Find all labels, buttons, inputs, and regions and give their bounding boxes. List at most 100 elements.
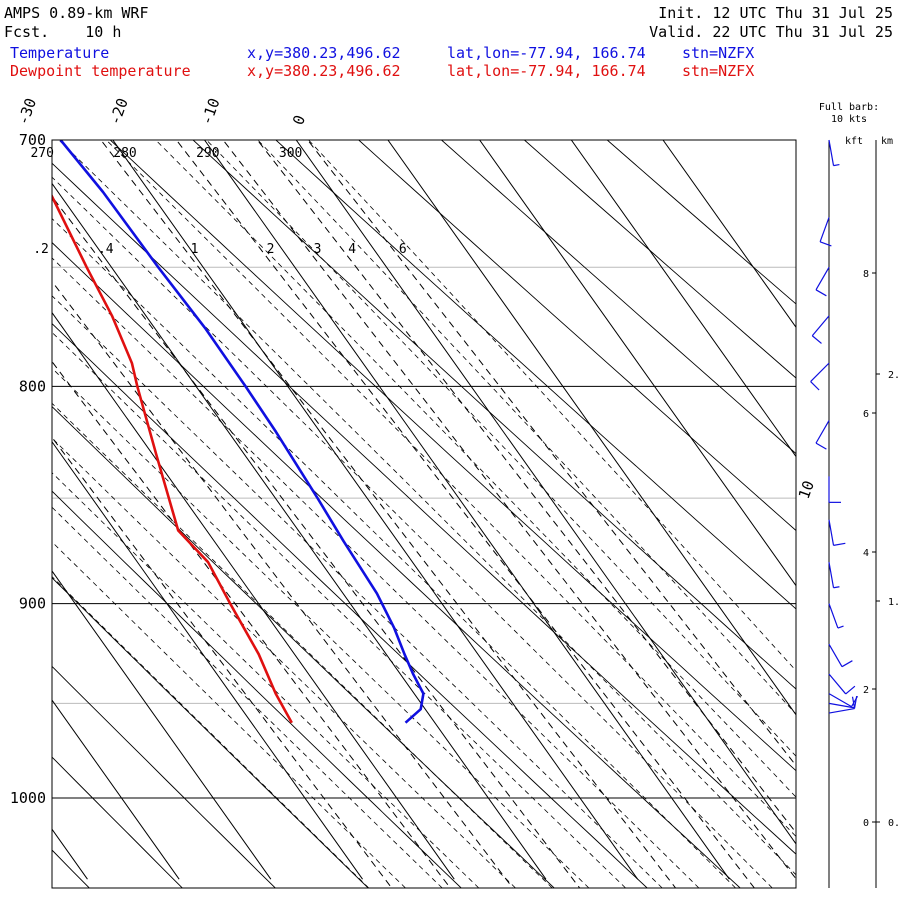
init-time: 12 UTC Thu 31 Jul 25 xyxy=(712,4,893,22)
wind-barb-feather xyxy=(837,625,844,629)
isotherm-label: 0 xyxy=(289,113,309,128)
dry-adiabat-line xyxy=(52,490,462,888)
dry-adiabat-label: 280 xyxy=(113,146,136,161)
kft-tick-label: 2 xyxy=(863,685,869,696)
km-tick-label: 2. xyxy=(888,370,900,381)
moist-adiabat-line xyxy=(205,140,796,757)
fcst-value: 10 h xyxy=(85,23,122,41)
pressure-tick-label: 1000 xyxy=(10,789,46,807)
moist-adiabat-line xyxy=(52,257,700,888)
moist-adiabat-line xyxy=(257,140,796,715)
isotherm-line xyxy=(112,140,639,880)
moist-adiabat-line xyxy=(52,218,736,888)
moist-adiabat-line xyxy=(52,295,663,888)
mixing-ratio-line xyxy=(175,140,755,888)
kft-tick-label: 4 xyxy=(863,548,869,559)
moist-adiabat-line xyxy=(58,140,796,876)
wind-barb-feather xyxy=(810,381,820,391)
wind-barb-feather xyxy=(833,586,840,589)
moist-adiabat-line xyxy=(52,437,516,888)
wind-barb-staff xyxy=(828,139,835,166)
moist-adiabat-line xyxy=(52,331,626,888)
mixing-ratio-label: 2 xyxy=(267,242,275,257)
moist-adiabat-line xyxy=(52,575,370,888)
wind-barb-staff xyxy=(828,707,855,714)
mixing-ratio-line xyxy=(307,140,796,767)
dry-adiabat-line xyxy=(52,577,369,888)
init-time-line: Init. 12 UTC Thu 31 Jul 25 xyxy=(658,4,893,22)
dry-adiabat-line xyxy=(440,140,796,455)
dry-adiabat-labels: 220230240250260270280290300 xyxy=(30,146,302,161)
dry-adiabat-line xyxy=(52,756,183,888)
isotherm-line xyxy=(52,182,547,880)
valid-time-line: Valid. 22 UTC Thu 31 Jul 25 xyxy=(649,23,893,41)
sounding-profiles xyxy=(52,140,425,724)
pressure-tick-label: 900 xyxy=(19,595,46,613)
pressure-tick-label: 800 xyxy=(19,377,46,395)
kft-tick-label: 6 xyxy=(863,409,869,420)
moist-adiabat-line xyxy=(155,140,796,798)
dry-adiabat-line xyxy=(52,665,276,888)
isotherm-line xyxy=(52,311,455,880)
wind-barb-feather xyxy=(854,695,858,708)
moist-adiabat-line xyxy=(52,506,443,888)
kft-axis-label: kft xyxy=(845,136,864,147)
legend-dewpoint-name: Dewpoint temperature xyxy=(10,62,191,80)
km-tick-label: 1. xyxy=(888,597,900,608)
isotherm-line xyxy=(52,699,180,880)
wind-barb-staff xyxy=(828,693,852,708)
pressure-axis: 700 800 900 1000 xyxy=(10,131,46,807)
legend-temperature-stn: stn=NZFX xyxy=(682,44,755,62)
wind-barb-feather xyxy=(819,241,832,247)
isotherm-label: -10 xyxy=(197,96,223,128)
mixing-ratio-label: 6 xyxy=(399,242,407,257)
dry-adiabat-line xyxy=(275,140,796,610)
isotherm-label: -20 xyxy=(106,96,132,128)
km-axis-label: km xyxy=(881,136,894,147)
dry-adiabat-label: 300 xyxy=(279,146,302,161)
isotherm-label: -30 xyxy=(14,96,40,128)
wind-barb-feather xyxy=(815,289,827,297)
wind-panel-title: Full barb: 10 kts xyxy=(818,102,880,126)
background-lines xyxy=(52,140,796,888)
valid-time: 22 UTC Thu 31 Jul 25 xyxy=(712,23,893,41)
legend-temperature-latlon: lat,lon=-77.94, 166.74 xyxy=(447,44,646,62)
wind-barb-staff xyxy=(810,362,830,382)
wind-barb-feather xyxy=(811,335,822,344)
isotherm-label: 10 xyxy=(795,478,818,501)
pressure-tick-label: 700 xyxy=(19,131,46,149)
wind-barb-staff xyxy=(819,217,830,243)
model-title: AMPS 0.89-km WRF xyxy=(4,4,149,22)
moist-adiabat-line xyxy=(52,176,773,888)
mixing-ratio-line xyxy=(222,140,796,880)
mixing-ratio-label: 4 xyxy=(348,242,356,257)
dry-adiabat-line xyxy=(52,323,648,888)
wind-barb-staff xyxy=(828,673,847,695)
kft-tick-label: 8 xyxy=(863,269,869,280)
legend-dewpoint-latlon: lat,lon=-77.94, 166.74 xyxy=(447,62,646,80)
wind-barb-feather xyxy=(815,442,827,450)
wind-barb-feather xyxy=(841,660,853,668)
wind-barb-staff xyxy=(828,643,843,667)
wind-barb-feather xyxy=(833,542,846,546)
plot-frame xyxy=(51,139,797,889)
isotherm-line xyxy=(52,570,272,880)
mixing-ratio-label: .2 xyxy=(33,242,49,257)
mixing-ratio-line xyxy=(256,140,796,834)
forecast-hour: Fcst. 10 h xyxy=(4,23,121,41)
wind-barb-feather xyxy=(833,163,840,167)
dry-adiabat-line xyxy=(109,140,796,772)
isotherm-line xyxy=(204,140,730,880)
dry-adiabat-label: 290 xyxy=(196,146,219,161)
wind-barb-staff xyxy=(828,702,855,709)
legend-temperature-xy: x,y=380.23,496.62 xyxy=(247,44,401,62)
dry-adiabat-line xyxy=(192,140,796,690)
wind-barb-staff xyxy=(828,603,839,629)
wind-panel-title-line1: Full barb: xyxy=(818,102,880,113)
mixing-ratio-line xyxy=(52,195,581,888)
fcst-label: Fcst. xyxy=(4,23,50,41)
dry-adiabat-line xyxy=(52,849,90,888)
wind-barb-staff xyxy=(828,562,835,588)
dewpoint-profile-line xyxy=(52,193,293,724)
